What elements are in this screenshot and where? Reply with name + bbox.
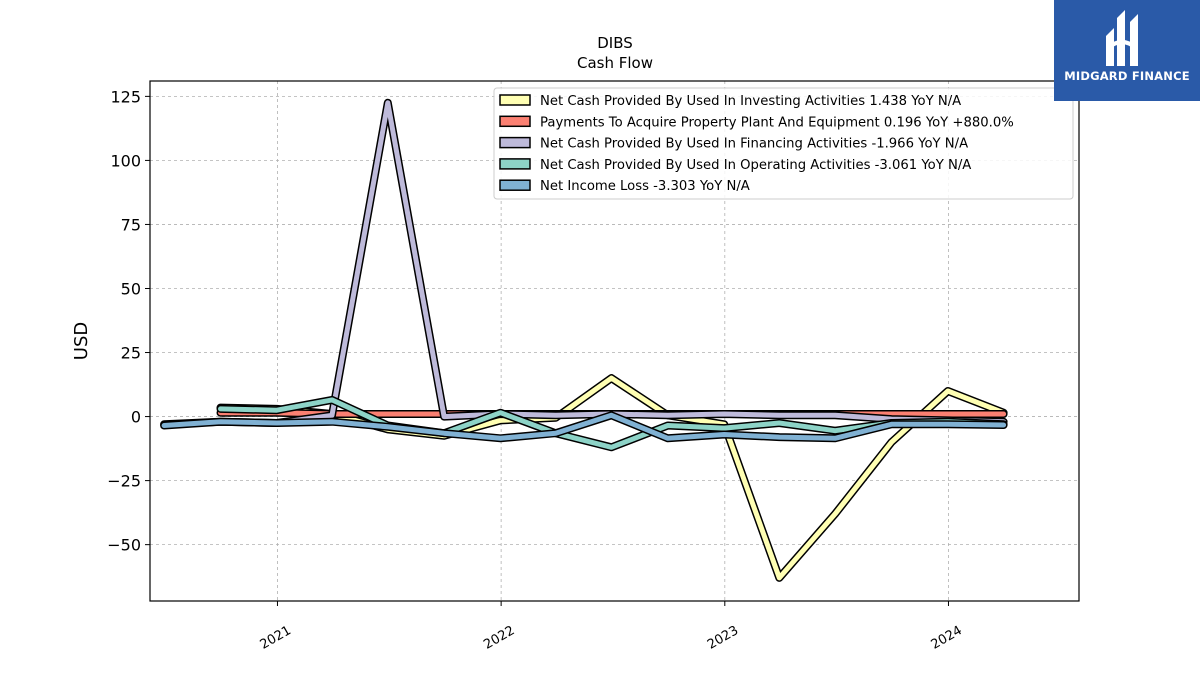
legend-swatch-1: [499, 115, 531, 128]
legend-swatch-4: [499, 179, 531, 191]
series-line-4: [161, 412, 1007, 441]
x-tick-label: 2023: [705, 623, 741, 653]
midgard-finance-logo: MIDGARD FINANCE: [1054, 0, 1200, 101]
x-tick-label: 2024: [929, 623, 965, 653]
y-tick-label: −50: [107, 536, 141, 555]
series-outline-0: [216, 374, 1008, 582]
legend-label-3: Net Cash Provided By Used In Operating A…: [540, 158, 971, 173]
chart-title: DIBS: [597, 34, 633, 52]
logo-text: MIDGARD FINANCE: [1064, 69, 1190, 83]
chart-subtitle: Cash Flow: [577, 54, 653, 72]
legend-box: [493, 87, 1074, 200]
legend-label-0: Net Cash Provided By Used In Investing A…: [540, 94, 961, 109]
y-tick-label: 0: [131, 408, 141, 427]
logo-mark-icon: [1106, 10, 1138, 66]
y-tick-label: 125: [110, 87, 141, 106]
series-line-0: [218, 375, 1007, 581]
legend-swatch-2: [499, 136, 531, 149]
series-layer: [160, 98, 1008, 582]
legend-swatch-3: [499, 158, 531, 170]
y-tick-label: −25: [107, 472, 141, 491]
legend-label-4: Net Income Loss -3.303 YoY N/A: [540, 179, 750, 194]
y-tick-label: 100: [110, 151, 141, 170]
y-axis-ticks: 125 100 75 50 25 0 −25 −50: [107, 87, 150, 555]
plot-frame: [149, 80, 1080, 602]
y-tick-label: 25: [121, 344, 141, 363]
legend: Net Cash Provided By Used In Investing A…: [493, 87, 1074, 200]
legend-label-1: Payments To Acquire Property Plant And E…: [540, 115, 1014, 130]
legend-swatch-0: [499, 94, 531, 106]
y-axis-label: USD: [71, 322, 92, 360]
x-axis-ticks: 2021 2022 2023 2024: [258, 601, 965, 653]
y-tick-label: 50: [121, 279, 141, 298]
x-tick-label: 2022: [481, 623, 517, 653]
y-tick-label: 75: [121, 215, 141, 234]
legend-label-2: Net Cash Provided By Used In Financing A…: [540, 137, 968, 152]
x-tick-label: 2021: [258, 623, 294, 653]
